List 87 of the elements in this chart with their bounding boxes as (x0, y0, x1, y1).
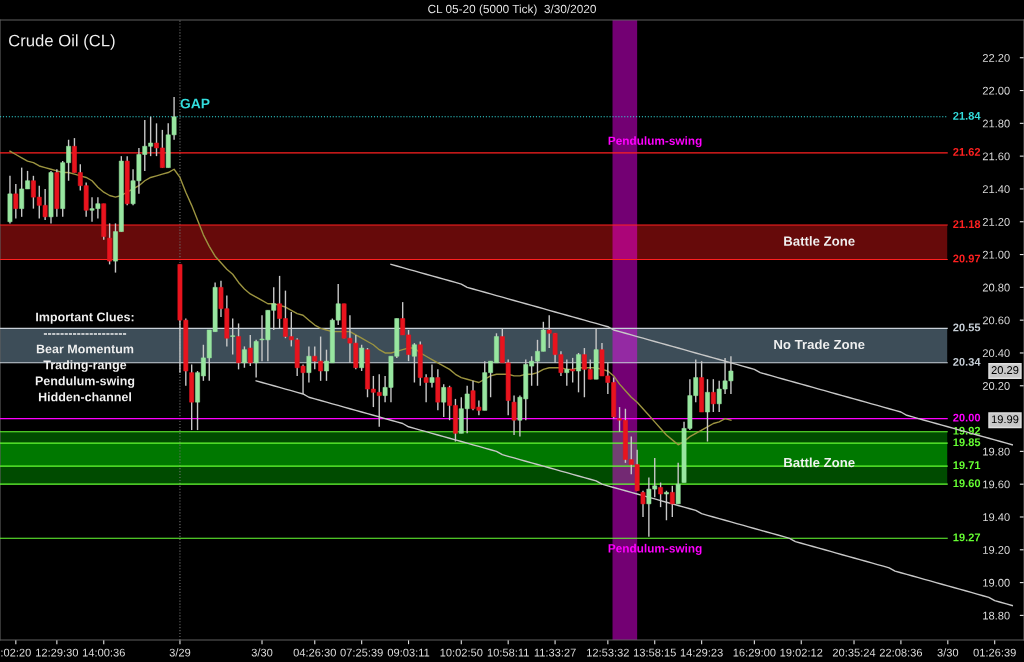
candlestick (669, 485, 675, 518)
annotation: GAP (180, 98, 210, 109)
x-tick-label: 11:33:27 (534, 648, 576, 657)
candlestick (564, 358, 570, 387)
y-tick-label: 21.00 (982, 250, 1010, 259)
ref-line-label: 21.84 (953, 111, 981, 120)
y-tick-label: 21.80 (982, 119, 1010, 128)
x-tick-label: 3/29 (169, 648, 191, 657)
candlestick (705, 378, 710, 443)
ref-line-label: 19.85 (953, 438, 981, 447)
x-tick-label: 10:02:50 (440, 648, 483, 657)
candlestick (570, 357, 576, 384)
x-tick-label: 10:58:11 (487, 648, 529, 657)
chart-title: CL 05-20 (5000 Tick) 3/30/2020 (428, 4, 596, 16)
annotation: -------------------- (43, 333, 127, 335)
y-tick-label: 18.80 (983, 611, 1010, 620)
x-tick-label: 13:58:15 (633, 648, 676, 657)
candlestick (242, 345, 247, 369)
candlestick (658, 481, 663, 508)
y-tick-label: 20.20 (982, 382, 1010, 390)
annotation: Pendulum-swing (608, 136, 702, 148)
ref-line-label: 20.34 (953, 357, 981, 366)
text: Crude Oil (CL) (9, 34, 115, 50)
ref-line-label: 19.27 (953, 533, 981, 542)
candlestick (675, 462, 681, 505)
annotation: Hidden-channel (38, 392, 131, 402)
y-tick-label: 22.20 (982, 53, 1010, 62)
candlestick (13, 183, 19, 220)
line-series (9, 150, 732, 446)
annotation: Pendulum-swing (35, 376, 135, 388)
candlestick (710, 378, 716, 413)
x-tick-label: 14:00:36 (82, 648, 125, 657)
y-tick-label: 22.00 (982, 86, 1010, 95)
ref-line-label: 20.55 (953, 323, 981, 332)
band-label: Battle Zone (784, 236, 855, 246)
candlestick (230, 317, 236, 356)
x-tick-label: 12:29:30 (36, 648, 79, 657)
x-tick-label: 12:53:32 (587, 648, 629, 657)
annotation: Bear Momentum (36, 344, 134, 354)
candlestick (664, 490, 669, 521)
y-tick-label: 20.40 (982, 349, 1010, 358)
y-tick-label: 19.20 (983, 546, 1010, 554)
annotation: Important Clues: (36, 312, 134, 324)
ref-line-label: 21.18 (953, 220, 981, 229)
candlestick (107, 222, 112, 266)
candlestick (306, 345, 312, 384)
ref-line-label: 19.60 (953, 479, 981, 488)
annotation: 19.99 (991, 415, 1019, 424)
candlestick (253, 339, 259, 379)
band-label: No Trade Zone (774, 339, 865, 350)
x-tick-label: 22:08:36 (879, 648, 923, 657)
candlestick (247, 334, 253, 367)
x-tick-label: 3/30 (251, 648, 273, 657)
candlestick (441, 383, 447, 418)
y-tick-label: 19.80 (983, 447, 1010, 456)
y-tick-label: 20.60 (982, 316, 1010, 325)
ref-line-label: 20.00 (953, 413, 981, 422)
x-tick-label: 01:26:39 (973, 648, 1016, 657)
y-tick-label: 21.40 (982, 185, 1010, 194)
annotation: Pendulum-swing (608, 543, 702, 555)
candlestick (412, 342, 417, 384)
candlestick (511, 394, 517, 436)
x-tick-label: 20:35:24 (832, 648, 876, 657)
x-tick-label: 16:29:00 (733, 648, 776, 657)
annotation: Trading-range (43, 360, 127, 372)
x-tick-label: :02:20 (1, 648, 31, 657)
x-tick-label: 07:25:39 (340, 648, 383, 657)
ref-line-label: 19.71 (953, 461, 981, 470)
x-tick-label: 14:29:23 (680, 648, 723, 657)
x-tick-label: 09:03:11 (387, 648, 430, 657)
candlestick (576, 352, 581, 394)
band-label: Battle Zone (784, 457, 855, 468)
y-tick-label: 21.60 (982, 152, 1010, 161)
candlestick (640, 490, 646, 518)
x-tick-label: 04:26:30 (293, 648, 336, 657)
x-tick-label: 19:02:12 (780, 648, 823, 657)
x-tick-label: 3/30 (937, 648, 959, 657)
y-tick-label: 19.40 (983, 513, 1010, 522)
ref-line-label: 20.97 (953, 254, 981, 263)
y-tick-label: 20.80 (982, 283, 1010, 292)
candlestick (359, 344, 365, 372)
y-tick-label: 19.00 (983, 578, 1010, 587)
y-tick-label: 21.20 (982, 218, 1010, 226)
ref-line-label: 21.62 (953, 147, 981, 156)
y-tick-label: 19.60 (983, 480, 1010, 489)
candlestick (429, 363, 435, 389)
annotation: 20.29 (991, 366, 1019, 374)
